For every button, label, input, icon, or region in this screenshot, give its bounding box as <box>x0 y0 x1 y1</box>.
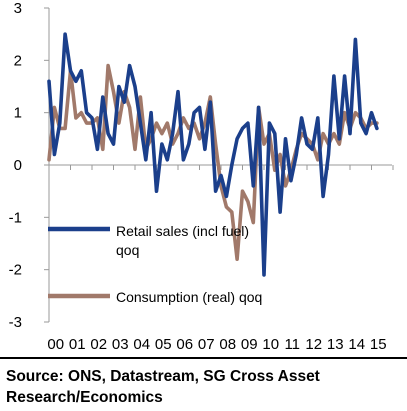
x-tick-label: 00 <box>47 336 64 353</box>
x-tick-label: 15 <box>370 336 387 353</box>
x-tick-label: 14 <box>348 336 365 353</box>
x-tick-label: 07 <box>198 336 215 353</box>
series-line-retail-sales <box>47 32 379 277</box>
x-tick-label: 04 <box>133 336 150 353</box>
x-tick-label: 02 <box>90 336 107 353</box>
y-tick-label: 2 <box>14 52 22 69</box>
y-axis: 3 2 1 0 -1 -2 -3 <box>9 0 50 331</box>
legend: Retail sales (incl fuel) qoq Consumption (… <box>48 223 262 305</box>
x-tick-label: 05 <box>155 336 172 353</box>
x-tick-label: 11 <box>284 336 300 353</box>
source-note: Source: ONS, Datastream, SG Cross Asset … <box>6 368 320 406</box>
x-tick-label: 06 <box>176 336 193 353</box>
legend-label-retail-sales: Retail sales (incl fuel) qoq <box>116 223 249 258</box>
x-tick-label: 01 <box>69 336 86 353</box>
x-axis: 00 01 02 03 04 05 06 07 08 09 10 11 12 13 14 15 <box>47 164 394 353</box>
x-tick-label: 03 <box>112 336 129 353</box>
x-tick-label: 10 <box>262 336 279 353</box>
source-divider <box>0 357 407 359</box>
x-tick-label: 08 <box>219 336 236 353</box>
x-tick-label: 13 <box>327 336 344 353</box>
y-tick-label: 1 <box>14 105 22 122</box>
series-lines <box>47 32 379 277</box>
y-tick-label: -2 <box>9 262 22 279</box>
y-tick-label: -1 <box>9 209 22 226</box>
x-tick-label: 12 <box>305 336 322 353</box>
legend-label-consumption: Consumption (real) qoq <box>116 289 262 305</box>
y-tick-label: 3 <box>14 0 22 17</box>
y-tick-label: -3 <box>9 314 22 331</box>
x-tick-label: 09 <box>241 336 258 353</box>
y-tick-label: 0 <box>14 157 22 174</box>
